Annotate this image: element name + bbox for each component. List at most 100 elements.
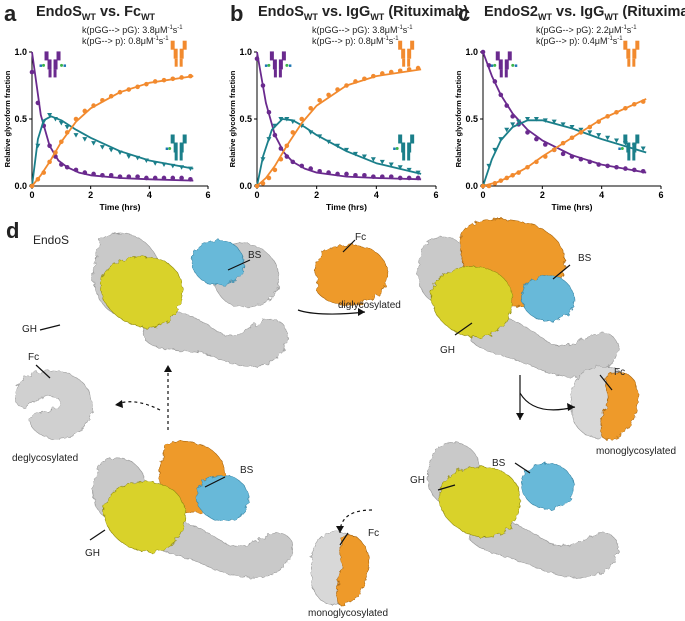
chart-b-monoglycosylated-icon	[393, 134, 415, 161]
rate-constant-a-2: k(pG--> p): 0.8μM-1s-1	[82, 36, 169, 46]
fc-monoglycosylated-bottom	[311, 531, 370, 606]
chart-a-purple-fit-line	[31, 51, 194, 182]
chart-c-monoglycosylated-icon	[618, 134, 640, 161]
chart-b-teal-point	[370, 157, 376, 162]
chart-a-orange-point	[91, 103, 96, 108]
chart-c-teal-point	[551, 119, 557, 125]
chart-a-teal-point	[152, 161, 158, 166]
fc-label-3: Fc	[368, 528, 380, 539]
chart-c-orange-point	[480, 183, 486, 189]
chart-b-orange-point	[335, 87, 340, 92]
chart-c-teal-point	[486, 163, 492, 169]
chart-b-y-tick-label: 1.0	[239, 47, 252, 57]
chart-c-teal-point	[605, 135, 611, 141]
chart-b-purple-point	[388, 174, 394, 179]
arrow-diglycosylated-binding	[297, 309, 366, 315]
chart-a-orange-point	[73, 116, 79, 122]
chart-c-purple-point	[560, 151, 566, 157]
chart-c-teal-point	[596, 133, 602, 138]
chart-c-purple-point	[498, 92, 504, 98]
chart-b-orange-point	[362, 76, 367, 82]
chart-a-teal-point	[64, 125, 70, 130]
diglycosylated-label: diglycosylated	[338, 300, 401, 311]
chart-b-orange-point	[254, 183, 260, 189]
chart-b-orange-point	[266, 175, 272, 181]
panel-title-a: EndoSWT vs. FcWT	[36, 4, 156, 22]
gh-label-1: GH	[22, 324, 37, 335]
chart-c-y-tick-label: 0.0	[465, 181, 478, 191]
chart-a-purple-point	[82, 170, 88, 175]
chart-c-purple-point	[492, 79, 498, 84]
chart-b-orange-point	[344, 83, 349, 88]
chart-b-orange-point	[290, 130, 296, 135]
chart-b-orange-point	[380, 71, 385, 76]
chart-a-deglycosylated-icon	[170, 40, 187, 67]
chart-c-purple-point	[605, 163, 610, 169]
chart-c-x-tick-label: 4	[599, 190, 604, 200]
chart-a-purple-point	[91, 171, 96, 177]
chart-a-teal-point	[187, 166, 193, 172]
chart-b-orange-point	[353, 79, 358, 84]
chart-a-teal-fit-line	[31, 115, 194, 187]
chart-b-orange-point	[406, 67, 412, 72]
chart-a-teal-point	[161, 162, 167, 168]
chart-b-purple-point	[254, 56, 260, 61]
chart-b-purple-point	[380, 174, 385, 179]
chart-b-orange-point	[326, 92, 331, 98]
chart-a-purple-point	[64, 164, 70, 170]
panel-title-c: EndoS2WT vs. IgGWT (Rituximab)	[484, 4, 685, 22]
chart-a-orange-point	[188, 73, 193, 79]
chart-c-orange-point	[510, 172, 515, 178]
chart-a-orange-point	[179, 75, 184, 80]
kinetics-charts: 0 2 4 6 0.0 0.5 1.0 Time (hrs) Relative glycofor…	[3, 40, 664, 212]
bs-label-1: BS	[248, 250, 262, 261]
chart-c-teal-point	[569, 125, 575, 130]
chart-b-orange-point	[308, 105, 314, 111]
chart-c-orange-point	[569, 135, 575, 141]
chart-a-purple-point	[59, 162, 64, 167]
chart-c-orange-point	[605, 114, 610, 119]
gh-label-3: GH	[410, 475, 425, 486]
chart-c-purple-point	[640, 168, 646, 174]
chart-c-orange-point	[578, 130, 584, 135]
monoglycosylated-label-1: monoglycosylated	[596, 446, 677, 457]
fc-label-1: Fc	[355, 232, 367, 243]
chart-b-teal-point	[317, 134, 323, 139]
chart-b-teal-point	[272, 123, 278, 129]
chart-a-teal-point	[170, 163, 176, 169]
chart-a-x-axis-label: Time (hrs)	[100, 202, 141, 212]
chart-b-orange-point	[299, 116, 305, 122]
chart-a-x-tick-label: 6	[205, 190, 210, 200]
chart-a-teal-point	[179, 165, 185, 170]
panel-letter-a: a	[4, 1, 17, 26]
chart-b-orange-point	[317, 97, 322, 103]
chart-a-purple-point	[29, 69, 35, 75]
fc-monoglycosylated-right	[570, 366, 639, 441]
gh-label-2: GH	[440, 345, 455, 356]
chart-c-teal-point	[533, 117, 539, 122]
chart-b-purple-point	[326, 170, 331, 175]
chart-c-diglycosylated-icon	[490, 51, 518, 78]
chart-b-diglycosylated-icon	[264, 51, 292, 78]
chart-c-orange-point	[486, 183, 492, 189]
chart-a-orange-point	[82, 108, 88, 114]
chart-b-purple-point	[260, 83, 266, 88]
chart-a-y-tick-label: 0.5	[14, 114, 27, 124]
chart-a-orange-point	[53, 150, 58, 155]
chart-b-x-tick-label: 4	[374, 190, 379, 200]
chart-c-purple-point	[480, 49, 486, 55]
chart-c-y-tick-label: 1.0	[465, 47, 478, 57]
chart-c-deglycosylated-icon	[623, 40, 640, 67]
chart-c-orange-point	[534, 159, 539, 165]
chart-b-orange-point	[278, 156, 284, 162]
chart-a-orange-point	[64, 130, 70, 135]
chart-a-teal-point	[82, 137, 88, 142]
chart-c-purple-point	[543, 142, 548, 147]
chart-b-x-tick-label: 0	[254, 190, 259, 200]
chart-a-y-tick-label: 1.0	[14, 47, 27, 57]
chart-c-teal-point	[578, 127, 584, 133]
chart-b-purple-point	[317, 168, 322, 174]
endos-label: EndoS	[33, 233, 70, 247]
chart-b-teal-point	[326, 139, 332, 145]
chart-b-teal-point	[415, 170, 421, 176]
